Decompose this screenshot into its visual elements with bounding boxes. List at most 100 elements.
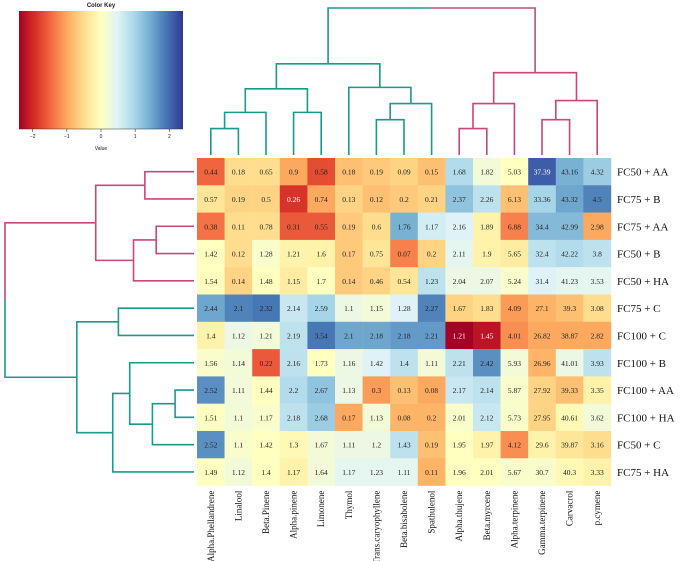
cell-value-label: 1.82 bbox=[480, 168, 493, 177]
cell-value-label: 1.11 bbox=[398, 468, 411, 477]
heatmap-cell bbox=[528, 294, 556, 322]
row-label: FC75 + C bbox=[617, 303, 661, 315]
heatmap-cell bbox=[307, 239, 336, 268]
heatmap-cell bbox=[362, 239, 391, 268]
heatmap-cell bbox=[473, 212, 501, 241]
column-dendrogram-branch bbox=[492, 71, 578, 104]
cell-value-label: 1.17 bbox=[425, 222, 438, 231]
cell-value-label: 2.37 bbox=[453, 195, 466, 204]
column-label: Alpha.Phellandrene bbox=[206, 491, 216, 561]
cell-value-label: 0.11 bbox=[232, 222, 245, 231]
cell-value-label: 1.4 bbox=[206, 331, 216, 340]
cell-value-label: 4.32 bbox=[591, 168, 604, 177]
heatmap-cell bbox=[390, 458, 418, 486]
cell-value-label: 1.7 bbox=[317, 277, 327, 286]
cell-value-label: 0.58 bbox=[315, 168, 328, 177]
cell-value-label: 1.96 bbox=[453, 468, 466, 477]
heatmap-cell bbox=[279, 403, 308, 432]
heatmap-cell bbox=[307, 294, 336, 322]
cell-value-label: 2.42 bbox=[480, 359, 493, 368]
heatmap-cell bbox=[500, 376, 529, 404]
heatmap-cell bbox=[528, 431, 556, 459]
row-label: FC100 + AA bbox=[617, 385, 674, 397]
heatmap-cell bbox=[583, 321, 612, 350]
row-label: FC100 + HA bbox=[617, 412, 675, 424]
heatmap-cell bbox=[279, 294, 308, 322]
heatmap-cell bbox=[555, 212, 584, 241]
row-label: FC100 + C bbox=[617, 330, 666, 342]
heatmap-cell bbox=[445, 349, 474, 377]
column-label: Limonene bbox=[316, 491, 326, 527]
heatmap-cell bbox=[197, 185, 225, 213]
cell-value-label: 1.13 bbox=[342, 386, 355, 395]
cell-value-label: 0.31 bbox=[287, 222, 300, 231]
heatmap-cell bbox=[500, 267, 529, 295]
heatmap-cell bbox=[252, 267, 280, 295]
heatmap-cell bbox=[445, 376, 474, 404]
cell-value-label: 4.12 bbox=[508, 441, 521, 450]
cell-value-label: 1.12 bbox=[232, 468, 245, 477]
heatmap-cell bbox=[583, 403, 612, 432]
heatmap-cell bbox=[197, 431, 225, 459]
cell-value-label: 2.1 bbox=[234, 304, 244, 313]
cell-value-label: 1.45 bbox=[480, 331, 493, 340]
cell-value-label: 39.33 bbox=[561, 386, 578, 395]
cell-value-label: 26.96 bbox=[534, 359, 551, 368]
cell-value-label: 0.57 bbox=[204, 195, 217, 204]
cell-value-label: 0.78 bbox=[259, 222, 272, 231]
heatmap-cell bbox=[197, 376, 225, 404]
cell-value-label: 27.92 bbox=[534, 386, 551, 395]
heatmap-cell bbox=[252, 239, 280, 268]
heatmap-cell bbox=[555, 349, 584, 377]
heatmap-cell bbox=[335, 458, 363, 486]
column-label: Alpha.terpinene bbox=[509, 491, 519, 549]
column-dendrogram-branch bbox=[327, 7, 432, 64]
cell-value-label: 3.54 bbox=[315, 331, 328, 340]
heatmap-cell bbox=[528, 403, 556, 432]
color-key-tick-label: 0 bbox=[100, 134, 103, 140]
heatmap-cell bbox=[307, 321, 336, 350]
column-label: Gamma.terpinene bbox=[537, 491, 547, 555]
heatmap-cell bbox=[279, 185, 308, 213]
heatmap-cell bbox=[555, 294, 584, 322]
heatmap-cell bbox=[279, 158, 308, 186]
column-dendrogram-branch bbox=[375, 118, 405, 155]
color-key-tick-label: 1 bbox=[134, 134, 137, 140]
heatmap-cell bbox=[473, 431, 501, 459]
heatmap-cell bbox=[583, 212, 612, 241]
heatmap-cell bbox=[500, 431, 529, 459]
heatmap-cell bbox=[417, 212, 446, 241]
heatmap-cell bbox=[390, 403, 418, 432]
cell-value-label: 41.23 bbox=[561, 277, 578, 286]
row-dendrogram bbox=[4, 170, 194, 473]
heatmap-cell bbox=[224, 349, 253, 377]
cell-value-label: 1.23 bbox=[425, 277, 438, 286]
heatmap-cell bbox=[473, 376, 501, 404]
cell-value-label: 1.11 bbox=[232, 386, 245, 395]
cell-value-label: 1.44 bbox=[259, 386, 272, 395]
cell-value-label: 1.89 bbox=[480, 222, 493, 231]
heatmap-cell bbox=[500, 294, 529, 322]
heatmap-cell bbox=[362, 158, 391, 186]
color-key-tick-label: −2 bbox=[30, 134, 36, 140]
row-dendrogram-branch bbox=[111, 392, 194, 473]
heatmap-cell bbox=[390, 376, 418, 404]
cell-value-label: 0.6 bbox=[372, 222, 382, 231]
heatmap-cell bbox=[224, 321, 253, 350]
heatmap-cell bbox=[335, 185, 363, 213]
cell-value-label: 5.03 bbox=[508, 168, 521, 177]
heatmap-cell bbox=[445, 185, 474, 213]
heatmap-cell bbox=[307, 267, 336, 295]
heatmap-cell bbox=[224, 403, 253, 432]
cell-value-label: 1.12 bbox=[232, 331, 245, 340]
cell-value-label: 0.38 bbox=[204, 222, 217, 231]
heatmap-cell bbox=[555, 267, 584, 295]
heatmap-cell bbox=[445, 403, 474, 432]
heatmap-cell bbox=[252, 321, 280, 350]
heatmap-cell bbox=[279, 458, 308, 486]
row-dendrogram-branch bbox=[174, 389, 194, 419]
row-dendrogram-branch bbox=[151, 402, 194, 446]
heatmap-cell bbox=[473, 294, 501, 322]
heatmap-cell bbox=[197, 349, 225, 377]
